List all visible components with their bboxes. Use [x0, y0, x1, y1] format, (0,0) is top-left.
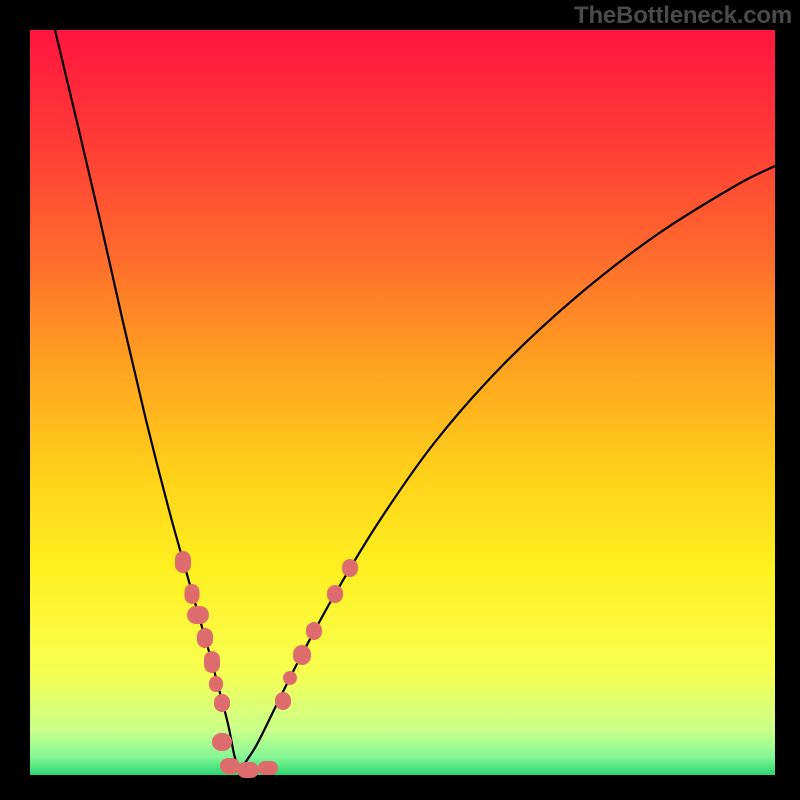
chart-canvas: TheBottleneck.com [0, 0, 800, 800]
scatter-marker [342, 559, 358, 577]
scatter-marker [293, 645, 311, 665]
scatter-marker [212, 733, 232, 751]
chart-svg [0, 0, 800, 800]
scatter-marker [197, 628, 213, 648]
scatter-marker [204, 651, 220, 673]
scatter-marker [185, 584, 200, 604]
scatter-marker [283, 671, 297, 685]
scatter-marker [306, 622, 322, 640]
scatter-marker [175, 551, 191, 573]
scatter-marker [237, 762, 259, 778]
scatter-marker [214, 694, 230, 712]
scatter-marker [258, 761, 278, 775]
scatter-marker [220, 758, 240, 774]
scatter-marker [327, 585, 343, 603]
scatter-marker [209, 676, 223, 692]
scatter-marker [187, 606, 209, 624]
scatter-marker [275, 692, 291, 710]
